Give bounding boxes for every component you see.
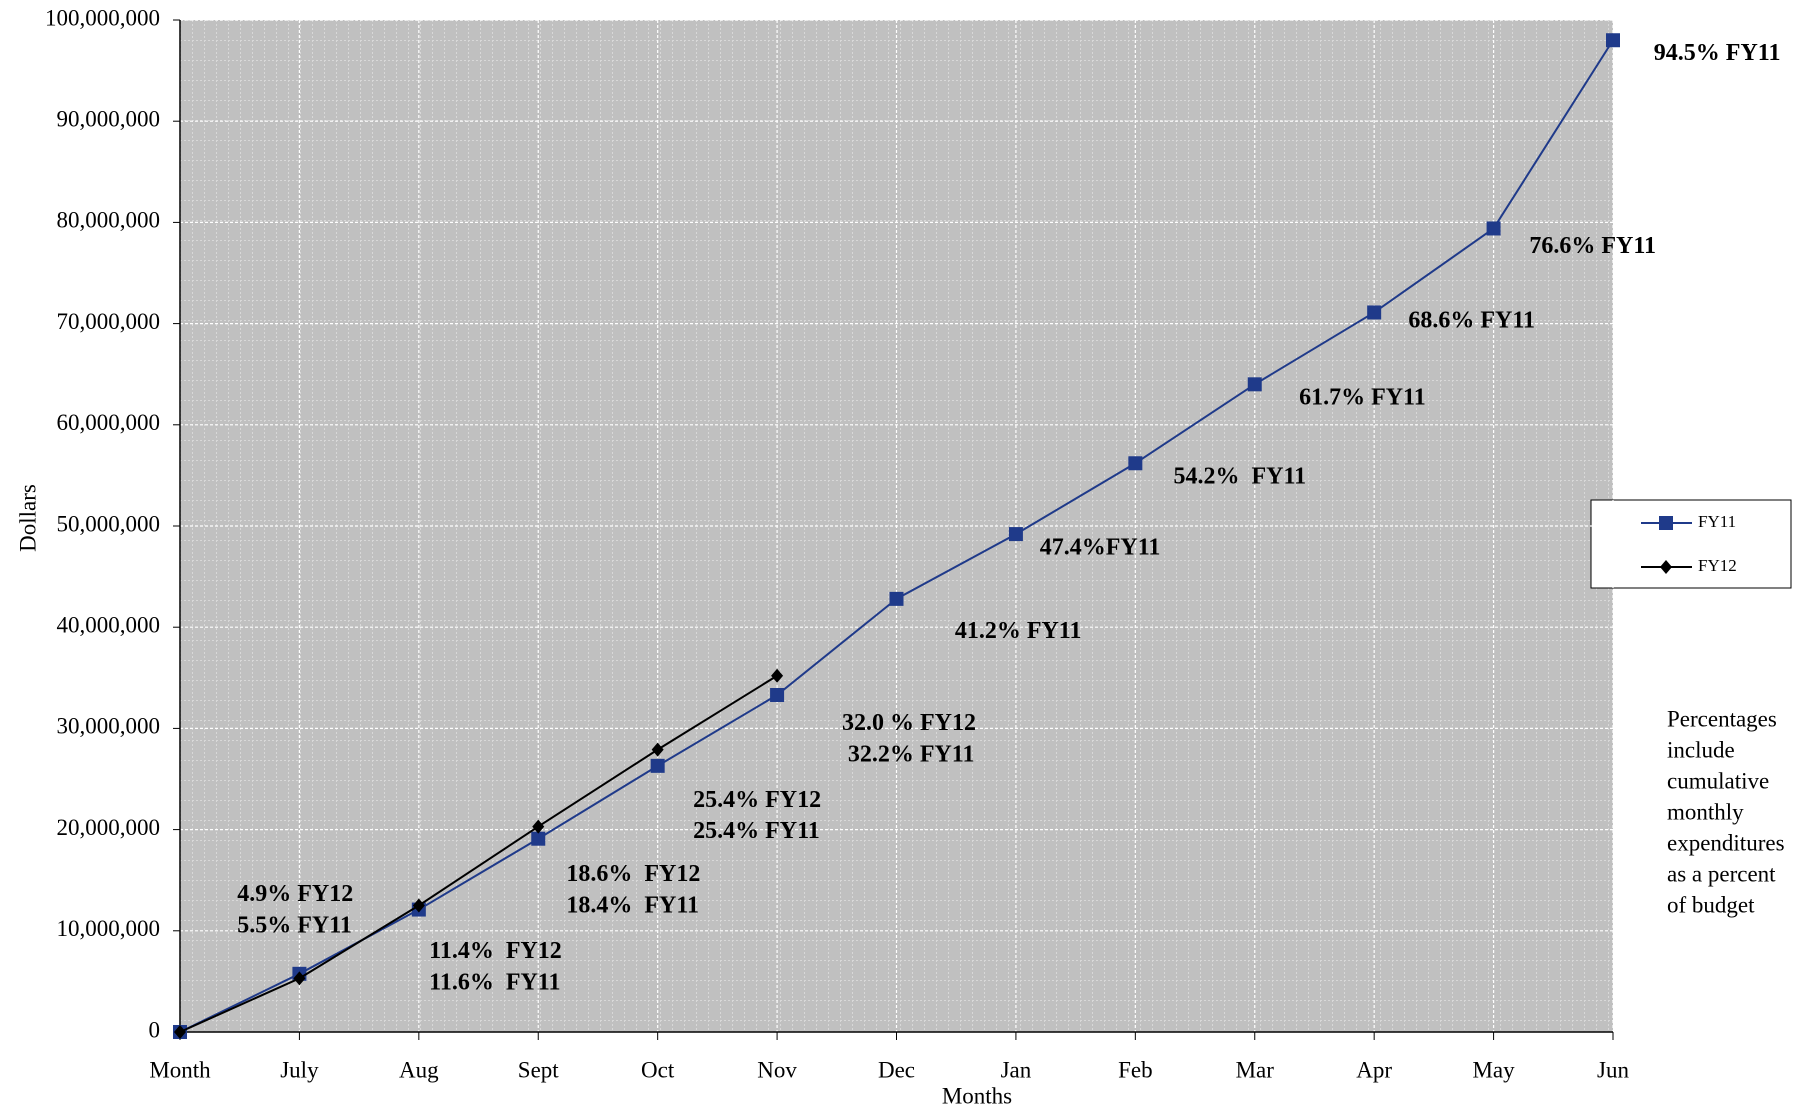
point bbox=[771, 668, 784, 683]
x-axis-label: Months bbox=[942, 1083, 1012, 1108]
note-line: as a percent bbox=[1667, 861, 1776, 886]
legend-label: FY12 bbox=[1698, 556, 1737, 575]
x-tick-label: May bbox=[1472, 1057, 1515, 1082]
note-line: of budget bbox=[1667, 892, 1755, 917]
y-tick-label: 60,000,000 bbox=[57, 410, 161, 435]
y-axis-label: Dollars bbox=[15, 484, 40, 552]
annotation: 54.2% FY11 bbox=[1173, 463, 1306, 489]
annotation: 41.2% FY11 bbox=[955, 618, 1082, 644]
y-tick-label: 100,000,000 bbox=[45, 5, 160, 30]
point bbox=[1128, 456, 1143, 471]
legend-marker bbox=[1659, 516, 1673, 530]
annotation: 47.4%FY11 bbox=[1040, 534, 1161, 560]
note-line: cumulative bbox=[1667, 768, 1769, 793]
legend-marker bbox=[1660, 560, 1672, 574]
y-tick-label: 10,000,000 bbox=[57, 916, 161, 941]
series-line bbox=[179, 674, 778, 1033]
annotation: 94.5% FY11 bbox=[1654, 40, 1781, 66]
point bbox=[1486, 221, 1501, 236]
note-line: include bbox=[1667, 737, 1735, 762]
x-tick-label: Nov bbox=[757, 1057, 797, 1082]
x-tick-label: Jan bbox=[1001, 1057, 1032, 1082]
y-tick-label: 0 bbox=[149, 1017, 161, 1042]
annotation: 76.6% FY11 bbox=[1529, 233, 1656, 259]
point bbox=[531, 831, 546, 846]
note-line: Percentages bbox=[1667, 706, 1777, 731]
point bbox=[1606, 33, 1620, 48]
point bbox=[412, 898, 425, 913]
point bbox=[532, 819, 545, 834]
point bbox=[650, 758, 665, 773]
x-tick-label: Sept bbox=[518, 1057, 560, 1082]
annotation: 4.9% FY12 bbox=[237, 881, 353, 907]
note-line: monthly bbox=[1667, 799, 1744, 824]
y-tick-label: 30,000,000 bbox=[57, 714, 161, 739]
annotation: 68.6% FY11 bbox=[1408, 308, 1535, 334]
annotation: 11.6% FY11 bbox=[429, 969, 560, 995]
point bbox=[174, 1025, 186, 1039]
x-tick-label: Jun bbox=[1597, 1057, 1629, 1082]
y-tick-label: 80,000,000 bbox=[57, 208, 161, 233]
y-tick-label: 40,000,000 bbox=[57, 612, 161, 637]
annotation: 18.4% FY11 bbox=[566, 893, 699, 919]
x-tick-label: Apr bbox=[1356, 1057, 1392, 1082]
x-tick-label: Feb bbox=[1118, 1057, 1153, 1082]
point bbox=[651, 742, 664, 757]
annotation: 32.0 % FY12 bbox=[842, 710, 976, 736]
note-line: expenditures bbox=[1667, 830, 1785, 855]
point bbox=[1247, 377, 1262, 392]
annotation: 25.4% FY11 bbox=[693, 818, 820, 844]
legend-label: FY11 bbox=[1698, 512, 1736, 531]
y-tick-label: 50,000,000 bbox=[57, 511, 161, 536]
annotation: 32.2% FY11 bbox=[848, 741, 975, 767]
x-tick-label: July bbox=[280, 1057, 319, 1082]
y-tick-label: 90,000,000 bbox=[57, 106, 161, 131]
point bbox=[770, 688, 785, 703]
annotation: 61.7% FY11 bbox=[1299, 384, 1426, 410]
point bbox=[1008, 527, 1023, 542]
annotation: 11.4% FY12 bbox=[429, 938, 562, 964]
point bbox=[1367, 305, 1382, 320]
legend bbox=[1590, 499, 1792, 589]
x-tick-label: Aug bbox=[399, 1057, 439, 1082]
point bbox=[293, 971, 306, 986]
point bbox=[889, 591, 904, 606]
annotation: 18.6% FY12 bbox=[566, 861, 700, 887]
y-tick-label: 70,000,000 bbox=[57, 309, 161, 334]
y-tick-label: 20,000,000 bbox=[57, 815, 161, 840]
annotation: 5.5% FY11 bbox=[237, 912, 352, 938]
x-tick-label: Dec bbox=[878, 1057, 915, 1082]
x-tick-label: Month bbox=[149, 1057, 211, 1082]
x-tick-label: Oct bbox=[641, 1057, 675, 1082]
x-tick-label: Mar bbox=[1236, 1057, 1275, 1082]
annotation: 25.4% FY12 bbox=[693, 787, 821, 813]
